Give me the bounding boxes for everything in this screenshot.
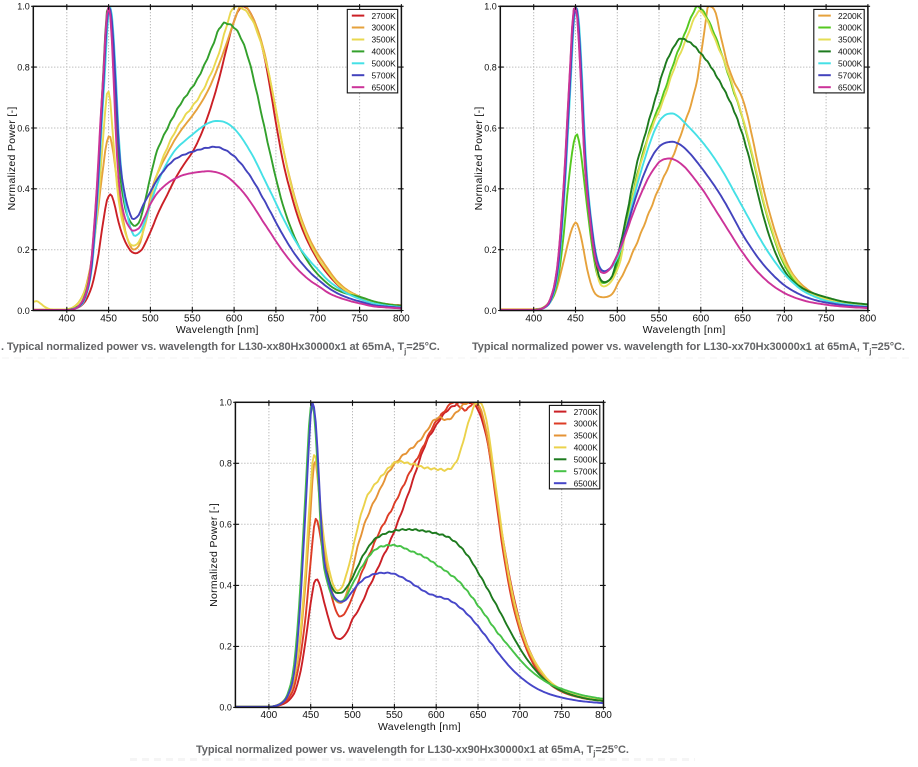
svg-text:3000K: 3000K [838, 23, 863, 33]
svg-text:5000K: 5000K [372, 59, 397, 69]
svg-text:4000K: 4000K [838, 47, 863, 57]
svg-text:Wavelength [nm]: Wavelength [nm] [378, 721, 461, 733]
svg-text:0.0: 0.0 [484, 306, 497, 316]
svg-text:1.0: 1.0 [17, 2, 30, 12]
svg-text:0.6: 0.6 [17, 123, 30, 133]
svg-text:800: 800 [595, 710, 612, 721]
svg-text:Normalized Power [-]: Normalized Power [-] [208, 503, 220, 607]
svg-text:5700K: 5700K [838, 71, 863, 81]
svg-text:400: 400 [58, 313, 75, 324]
svg-text:3500K: 3500K [574, 431, 599, 441]
svg-text:0.0: 0.0 [219, 703, 232, 713]
svg-text:3000K: 3000K [574, 419, 599, 429]
svg-text:5000K: 5000K [838, 59, 863, 69]
svg-text:0.0: 0.0 [17, 306, 30, 316]
svg-text:0.2: 0.2 [484, 245, 497, 255]
svg-text:450: 450 [100, 313, 117, 324]
svg-text:400: 400 [525, 313, 542, 324]
svg-text:650: 650 [470, 710, 487, 721]
svg-text:0.6: 0.6 [219, 520, 232, 530]
svg-text:500: 500 [344, 710, 361, 721]
svg-text:550: 550 [184, 313, 201, 324]
svg-text:3000K: 3000K [372, 23, 397, 33]
svg-text:700: 700 [309, 313, 326, 324]
svg-text:5700K: 5700K [574, 466, 599, 476]
svg-text:Wavelength [nm]: Wavelength [nm] [176, 324, 259, 336]
svg-text:0.4: 0.4 [219, 581, 232, 591]
svg-text:800: 800 [860, 313, 877, 324]
svg-text:1.0: 1.0 [484, 2, 497, 12]
svg-text:400: 400 [261, 710, 278, 721]
svg-text:650: 650 [734, 313, 751, 324]
svg-text:650: 650 [268, 313, 285, 324]
svg-text:0.8: 0.8 [17, 62, 30, 72]
svg-text:3500K: 3500K [372, 35, 397, 45]
svg-text:2700K: 2700K [574, 407, 599, 417]
svg-text:500: 500 [609, 313, 626, 324]
svg-text:750: 750 [818, 313, 835, 324]
svg-text:0.2: 0.2 [219, 642, 232, 652]
svg-text:6500K: 6500K [372, 82, 397, 92]
svg-text:Normalized Power [-]: Normalized Power [-] [473, 106, 485, 210]
svg-text:600: 600 [692, 313, 709, 324]
svg-text:600: 600 [428, 710, 445, 721]
svg-text:700: 700 [776, 313, 793, 324]
svg-text:5000K: 5000K [574, 455, 599, 465]
svg-text:700: 700 [511, 710, 528, 721]
svg-text:Wavelength [nm]: Wavelength [nm] [643, 324, 726, 336]
svg-text:800: 800 [393, 313, 410, 324]
svg-text:Normalized Power [-]: Normalized Power [-] [6, 106, 18, 210]
svg-text:0.4: 0.4 [484, 184, 497, 194]
svg-text:0.4: 0.4 [17, 184, 30, 194]
svg-text:550: 550 [386, 710, 403, 721]
svg-text:750: 750 [553, 710, 570, 721]
svg-text:0.8: 0.8 [484, 62, 497, 72]
svg-text:4000K: 4000K [372, 47, 397, 57]
svg-text:2700K: 2700K [372, 11, 397, 21]
svg-text:6500K: 6500K [574, 478, 599, 488]
svg-text:0.8: 0.8 [219, 459, 232, 469]
svg-text:450: 450 [302, 710, 319, 721]
svg-text:450: 450 [567, 313, 584, 324]
svg-text:6500K: 6500K [838, 82, 863, 92]
svg-text:600: 600 [226, 313, 243, 324]
svg-text:1.0: 1.0 [219, 398, 232, 408]
svg-text:5700K: 5700K [372, 71, 397, 81]
svg-text:550: 550 [651, 313, 668, 324]
svg-text:2200K: 2200K [838, 11, 863, 21]
svg-text:4000K: 4000K [574, 443, 599, 453]
svg-text:750: 750 [351, 313, 368, 324]
svg-text:500: 500 [142, 313, 159, 324]
svg-text:3500K: 3500K [838, 35, 863, 45]
svg-text:0.6: 0.6 [484, 123, 497, 133]
svg-text:0.2: 0.2 [17, 245, 30, 255]
